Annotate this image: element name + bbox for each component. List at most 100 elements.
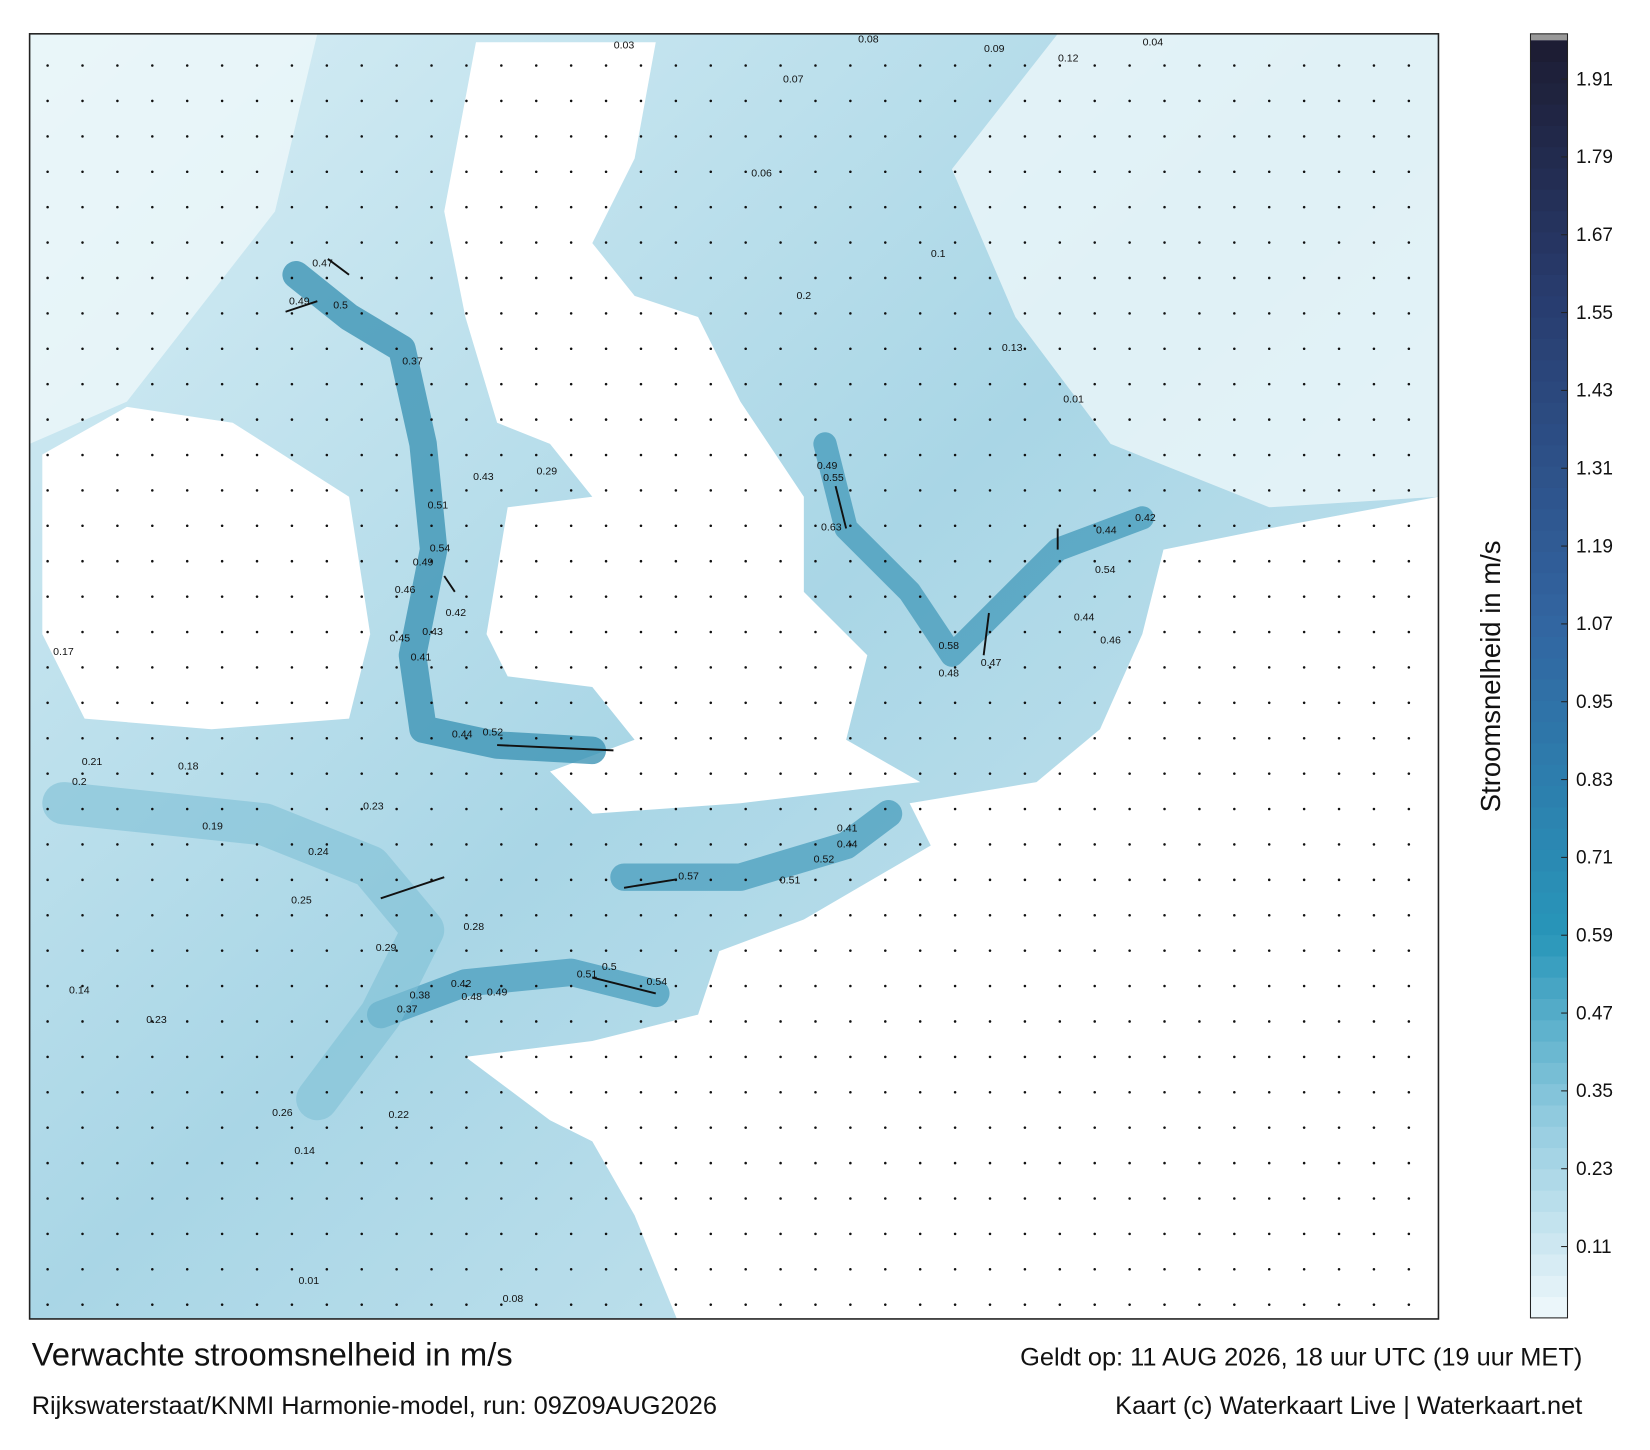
value-label: 0.08 xyxy=(503,1293,524,1305)
grid-dot xyxy=(1058,135,1062,138)
grid-dot xyxy=(639,1268,643,1271)
colorbar-band xyxy=(1530,338,1568,361)
grid-dot xyxy=(500,807,503,811)
grid-dot xyxy=(569,276,573,280)
grid-dot xyxy=(884,1232,887,1236)
grid-dot xyxy=(779,736,782,740)
grid-dot xyxy=(1267,418,1271,421)
colorbar-tick-label: 1.07 xyxy=(1576,614,1613,635)
grid-dot xyxy=(953,205,957,209)
arrow xyxy=(380,876,445,900)
grid-dot xyxy=(46,1232,49,1236)
grid-dot xyxy=(534,949,538,952)
grid-dot xyxy=(918,418,922,421)
grid-dot xyxy=(116,347,119,351)
grid-dot xyxy=(1198,241,1201,244)
grid-dot xyxy=(1093,1126,1096,1129)
grid-dot xyxy=(81,1161,84,1165)
grid-dot xyxy=(1372,64,1376,67)
grid-dot xyxy=(953,772,957,775)
grid-dot xyxy=(534,984,538,988)
grid-dot xyxy=(1337,312,1341,315)
grid-dot xyxy=(290,64,294,67)
grid-dot xyxy=(604,135,608,138)
grid-dot xyxy=(709,1055,713,1059)
grid-dot xyxy=(1163,276,1166,280)
grid-dot xyxy=(1023,1232,1027,1236)
grid-dot xyxy=(395,382,398,386)
grid-dot xyxy=(395,135,398,138)
grid-dot xyxy=(325,135,329,138)
grid-dot xyxy=(918,559,922,563)
grid-dot xyxy=(884,1303,887,1306)
grid-dot xyxy=(116,453,119,457)
grid-dot xyxy=(1267,701,1271,705)
grid-dot xyxy=(1267,1268,1271,1271)
grid-dot xyxy=(1163,1232,1166,1236)
grid-dot xyxy=(1407,170,1411,174)
grid-dot xyxy=(255,347,259,351)
grid-dot xyxy=(1267,347,1271,351)
grid-dot xyxy=(1267,878,1271,882)
grid-dot xyxy=(325,312,329,315)
grid-dot xyxy=(1267,205,1271,209)
grid-dot xyxy=(1023,807,1027,811)
grid-dot xyxy=(290,1268,294,1271)
grid-dot xyxy=(988,1126,992,1129)
grid-dot xyxy=(1407,241,1411,244)
grid-dot xyxy=(220,347,224,351)
grid-dot xyxy=(814,489,817,492)
grid-dot xyxy=(1093,772,1096,775)
grid-dot xyxy=(988,99,992,103)
grid-dot xyxy=(255,843,259,846)
colorbar-band xyxy=(1530,231,1568,254)
grid-dot xyxy=(1198,453,1201,457)
grid-dot xyxy=(1163,453,1166,457)
grid-dot xyxy=(674,666,678,669)
grid-dot xyxy=(151,1268,154,1271)
grid-dot xyxy=(1407,1197,1411,1200)
grid-dot xyxy=(1372,736,1376,740)
colorbar-band xyxy=(1530,955,1568,978)
value-label: 0.22 xyxy=(388,1109,409,1121)
grid-dot xyxy=(534,772,538,775)
colorbar-band xyxy=(1530,828,1568,850)
grid-dot xyxy=(1372,666,1376,669)
grid-dot xyxy=(1337,135,1341,138)
value-label: 0.5 xyxy=(602,961,617,973)
grid-dot xyxy=(953,1020,957,1023)
grid-dot xyxy=(395,1197,398,1200)
grid-dot xyxy=(81,630,84,634)
grid-dot xyxy=(884,453,887,457)
grid-dot xyxy=(360,99,363,103)
grid-dot xyxy=(1233,949,1236,952)
grid-dot xyxy=(185,1090,189,1094)
grid-dot xyxy=(465,1232,468,1236)
grid-dot xyxy=(604,1020,608,1023)
grid-dot xyxy=(918,1126,922,1129)
grid-dot xyxy=(1407,949,1411,952)
grid-dot xyxy=(46,524,49,528)
grid-dot xyxy=(1372,1090,1376,1094)
grid-dot xyxy=(1302,312,1306,315)
grid-dot xyxy=(1198,1232,1201,1236)
colorbar-band xyxy=(1530,870,1568,893)
grid-dot xyxy=(988,312,992,315)
grid-dot xyxy=(151,666,154,669)
grid-dot xyxy=(918,630,922,634)
grid-dot xyxy=(500,666,503,669)
grid-dot xyxy=(395,64,398,67)
grid-dot xyxy=(1372,559,1376,563)
grid-dot xyxy=(814,913,817,917)
grid-dot xyxy=(151,984,154,988)
grid-dot xyxy=(988,1090,992,1094)
land xyxy=(444,42,921,814)
grid-dot xyxy=(81,949,84,952)
grid-dot xyxy=(465,205,468,209)
grid-dot xyxy=(46,276,49,280)
colorbar-band xyxy=(1530,615,1568,637)
value-label: 0.49 xyxy=(413,556,434,568)
grid-dot xyxy=(1337,489,1341,492)
grid-dot xyxy=(290,312,294,315)
grid-dot xyxy=(1233,772,1236,775)
